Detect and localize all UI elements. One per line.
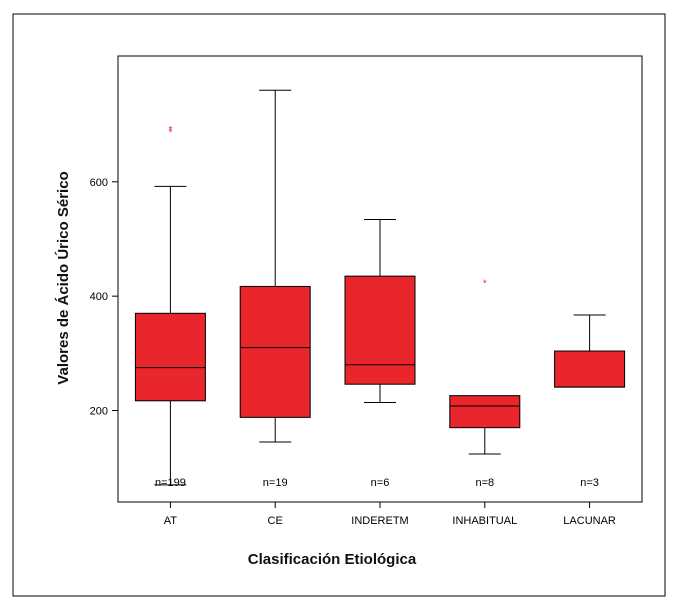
n-label: n=3: [580, 477, 599, 489]
x-axis-title: Clasificación Etiológica: [248, 551, 417, 568]
x-axis: AT CE INDERETM INHABITUAL LACUNAR: [164, 502, 616, 527]
box-iqr: [134, 312, 206, 402]
y-axis-title: Valores de Ácido Úrico Sérico: [54, 171, 72, 384]
box-ce: n=19: [239, 89, 311, 489]
box-inderetm: n=6: [344, 219, 416, 489]
box-iqr: [449, 395, 521, 429]
y-axis: 200 400 600: [90, 177, 118, 418]
box-iqr: [239, 285, 311, 418]
outlier-point: *: [483, 278, 487, 289]
n-label: n=19: [263, 477, 288, 489]
box-iqr: [554, 350, 626, 388]
x-tick-label: INHABITUAL: [452, 515, 517, 527]
box-iqr: [344, 275, 416, 385]
y-tick-label: 400: [90, 291, 108, 303]
n-label: n=8: [475, 477, 494, 489]
x-tick-label: CE: [268, 515, 283, 527]
boxplot-series: * * n=199 n=19 n=6 * n=8 n=3: [134, 89, 626, 489]
box-at: **n=199: [134, 125, 206, 489]
x-tick-label: AT: [164, 515, 178, 527]
outlier-point: *: [168, 127, 172, 138]
outlier-point: *: [168, 125, 172, 136]
y-tick-label: 200: [90, 406, 108, 418]
n-label: n=199: [155, 477, 186, 489]
box-lacunar: n=3: [554, 314, 626, 489]
y-tick-label: 600: [90, 177, 108, 189]
n-label: n=6: [371, 477, 390, 489]
x-tick-label: LACUNAR: [563, 515, 616, 527]
box-inhabitual: * n=8: [449, 278, 521, 489]
x-tick-label: INDERETM: [351, 515, 408, 527]
